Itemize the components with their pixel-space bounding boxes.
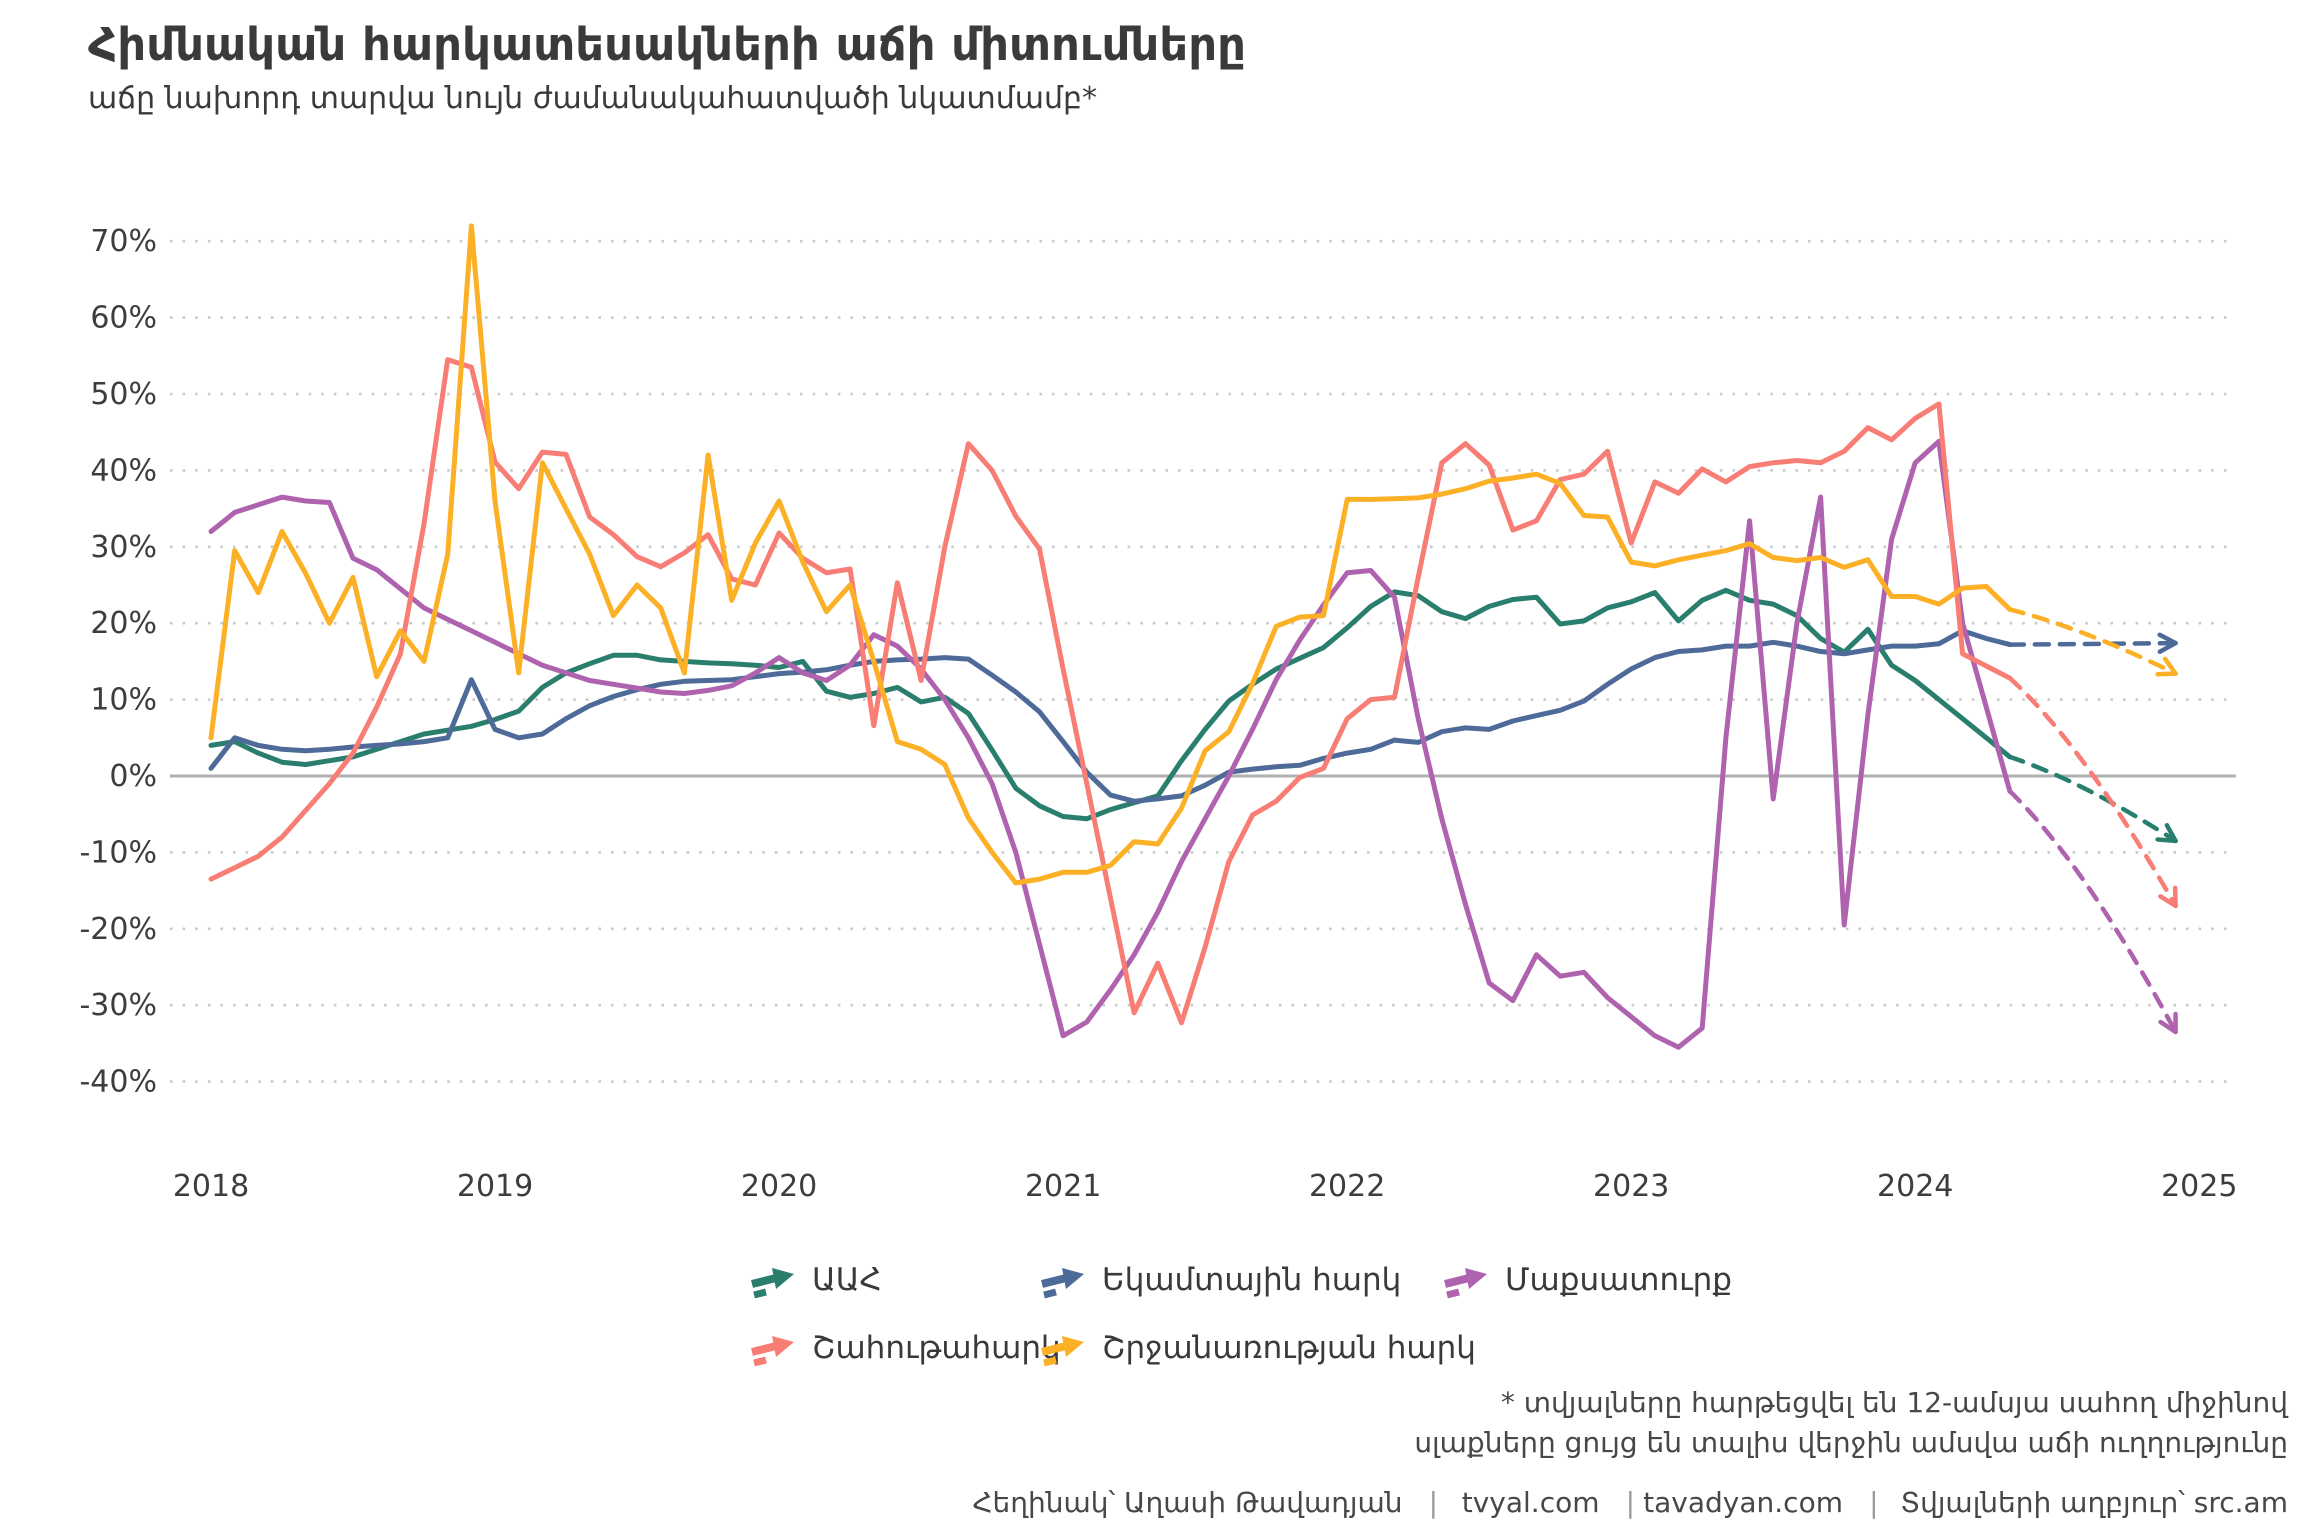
credit-separator: | — [1626, 1486, 1635, 1519]
legend-item-vat: ԱԱՀ — [751, 1262, 882, 1299]
forecast-arrowhead-vat — [2155, 837, 2178, 844]
legend-arrow-icon — [772, 1268, 794, 1289]
gridlines — [170, 239, 2236, 1083]
x-axis-tick: 2019 — [457, 1169, 533, 1204]
legend-arrow-icon — [751, 1274, 777, 1288]
y-axis-tick: 50% — [90, 377, 157, 412]
x-axis-tick: 2021 — [1025, 1169, 1101, 1204]
y-axis-tick: 0% — [109, 759, 157, 794]
credit-text: Տվյալների աղբյուր՝ src.am — [1900, 1486, 2288, 1519]
legend-label: Եկամտային հարկ — [1102, 1262, 1401, 1298]
x-axis-tick: 2018 — [173, 1169, 249, 1204]
legend-item-income_tax: Եկամտային հարկ — [1041, 1262, 1401, 1299]
forecast-dash-customs_duty — [2007, 789, 2178, 1035]
x-axis-labels: 2018 2019 2020 2021 2022 2023 2024 2025 — [173, 1169, 2238, 1204]
chart-subtitle: աճը նախորդ տարվա նույն ժամանակահատվածի ն… — [88, 81, 1097, 116]
forecast-dash-profit_tax — [2007, 675, 2178, 909]
forecast-arrowhead-income_tax — [2157, 640, 2178, 654]
y-axis-tick: 10% — [90, 683, 157, 718]
series-line-income_tax — [208, 628, 2013, 804]
legend-arrow-icon — [1041, 1342, 1067, 1356]
y-axis-tick: 40% — [90, 453, 157, 488]
credit-separator: | — [1869, 1486, 1878, 1519]
forecast-arrowhead-profit_tax — [2158, 894, 2178, 909]
credit-line: Տվյալների աղբյուր՝ src.am|tavadyan.com|t… — [972, 1486, 2288, 1519]
legend: ԱԱՀ Եկամտային հարկ Մաքսատուրք Շահութահարկ Շր… — [751, 1262, 1732, 1367]
legend-arrow-icon — [1465, 1268, 1487, 1289]
legend-arrow-icon — [1043, 1356, 1057, 1367]
legend-item-profit_tax: Շահութահարկ — [751, 1330, 1061, 1367]
x-axis-tick: 2020 — [741, 1169, 817, 1204]
legend-label: Շահութահարկ — [812, 1330, 1061, 1366]
forecast-arrowhead-income_tax — [2157, 632, 2178, 646]
series-lines — [208, 223, 2178, 1050]
y-axis-tick: -30% — [79, 988, 157, 1023]
forecast-dash-turnover_tax — [2007, 607, 2178, 676]
x-axis-tick: 2023 — [1593, 1169, 1669, 1204]
legend-arrow-icon — [1446, 1288, 1460, 1299]
forecast-arrowhead-turnover_tax — [2162, 656, 2178, 676]
legend-item-turnover_tax: Շրջանառության հարկ — [1041, 1330, 1476, 1367]
footnote-line-2: սլաքները ցույց են տալիս վերջին ամսվա աճի… — [1414, 1426, 2288, 1459]
legend-label: Մաքսատուրք — [1505, 1262, 1732, 1298]
series-line-customs_duty — [208, 438, 2013, 1050]
forecast-dash-income_tax — [2007, 640, 2178, 647]
y-axis-tick: -20% — [79, 912, 157, 947]
legend-arrow-icon — [753, 1356, 767, 1367]
forecast-arrowhead-turnover_tax — [2155, 671, 2178, 677]
x-axis-tick: 2025 — [2161, 1169, 2237, 1204]
forecast-arrowhead-vat — [2164, 822, 2178, 844]
legend-arrow-icon — [1062, 1268, 1084, 1289]
y-axis-tick: 20% — [90, 606, 157, 641]
legend-arrow-icon — [1043, 1288, 1057, 1299]
forecast-dash-vat — [2007, 754, 2178, 844]
y-axis-tick: 70% — [90, 224, 157, 259]
legend-arrow-icon — [753, 1288, 767, 1299]
legend-arrow-icon — [1041, 1274, 1067, 1288]
y-axis-tick: 60% — [90, 301, 157, 336]
forecast-arrowhead-customs_duty — [2158, 1019, 2178, 1035]
x-axis-tick: 2024 — [1877, 1169, 1953, 1204]
legend-arrow-icon — [772, 1336, 794, 1357]
series-line-profit_tax — [208, 357, 2013, 1026]
legend-label: Շրջանառության հարկ — [1102, 1330, 1476, 1366]
forecast-arrowhead-profit_tax — [2172, 885, 2178, 909]
y-axis-labels: 70% 60% 50% 40% 30% 20% 10% 0% -10% -20% -30% -40% — [79, 224, 157, 1099]
credit-separator: | — [1429, 1486, 1438, 1519]
legend-label: ԱԱՀ — [812, 1262, 882, 1298]
x-axis-tick: 2022 — [1309, 1169, 1385, 1204]
credit-text: tavadyan.com — [1643, 1486, 1843, 1519]
series-line-vat — [208, 587, 2013, 822]
legend-arrow-icon — [1444, 1274, 1470, 1288]
legend-arrow-icon — [751, 1342, 777, 1356]
legend-arrow-icon — [1062, 1336, 1084, 1357]
y-axis-tick: -40% — [79, 1065, 157, 1100]
credit-text: tvyal.com — [1462, 1486, 1600, 1519]
legend-item-customs_duty: Մաքսատուրք — [1444, 1262, 1732, 1299]
series-line-turnover_tax — [208, 223, 2013, 886]
y-axis-tick: -10% — [79, 835, 157, 870]
credit-text: Հեղինակ՝ Աղասի Թավադյան — [972, 1486, 1402, 1519]
footnote-line-1: * տվյալները հարթեցվել են 12-ամսյա սահող … — [1501, 1386, 2289, 1419]
page-title: Հիմնական հարկատեսակների աճի միտումները — [88, 18, 1246, 71]
y-axis-tick: 30% — [90, 530, 157, 565]
